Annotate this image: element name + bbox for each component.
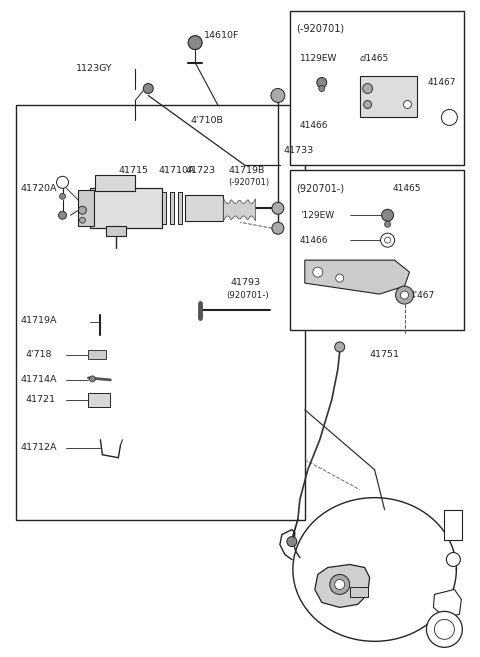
Bar xyxy=(290,170,464,330)
Bar xyxy=(444,510,462,539)
Circle shape xyxy=(144,83,153,93)
Circle shape xyxy=(336,274,344,282)
Circle shape xyxy=(287,537,297,547)
Text: 1129EW: 1129EW xyxy=(300,54,337,63)
Circle shape xyxy=(400,291,408,299)
Text: 4'467: 4'467 xyxy=(409,290,435,300)
Text: 14610F: 14610F xyxy=(204,31,240,40)
Bar xyxy=(178,193,182,224)
Bar xyxy=(88,393,110,407)
Text: 41719A: 41719A xyxy=(21,315,57,325)
Circle shape xyxy=(330,574,350,595)
Circle shape xyxy=(89,376,96,382)
Bar xyxy=(185,195,223,221)
Circle shape xyxy=(60,193,65,199)
Text: 41466: 41466 xyxy=(300,121,328,130)
Circle shape xyxy=(272,222,284,234)
Text: ⅆ1465: ⅆ1465 xyxy=(360,54,389,63)
Text: (920701-): (920701-) xyxy=(296,183,344,193)
Text: 41719B: 41719B xyxy=(228,166,264,175)
Text: 41466: 41466 xyxy=(300,236,328,244)
Circle shape xyxy=(446,553,460,566)
Text: 41467: 41467 xyxy=(428,78,456,87)
Circle shape xyxy=(272,202,284,214)
Text: '129EW: '129EW xyxy=(300,211,334,219)
Text: (-920701): (-920701) xyxy=(228,178,269,187)
Circle shape xyxy=(384,237,391,243)
Bar xyxy=(162,193,166,224)
Text: 1123GY: 1123GY xyxy=(75,64,112,73)
Bar xyxy=(290,11,464,166)
Circle shape xyxy=(319,85,325,91)
Circle shape xyxy=(80,217,85,223)
Polygon shape xyxy=(315,564,370,608)
Bar xyxy=(90,189,162,228)
Polygon shape xyxy=(305,260,409,294)
Circle shape xyxy=(404,101,411,108)
Text: 41712A: 41712A xyxy=(21,443,57,452)
Text: 41710A: 41710A xyxy=(158,166,195,175)
Text: 4'710B: 4'710B xyxy=(190,116,223,125)
Polygon shape xyxy=(433,589,461,618)
Circle shape xyxy=(426,612,462,647)
Bar xyxy=(96,175,135,191)
Bar xyxy=(170,193,174,224)
Circle shape xyxy=(396,286,413,304)
Bar xyxy=(107,226,126,237)
Text: 41733: 41733 xyxy=(284,146,314,155)
Bar xyxy=(350,587,368,597)
Text: 41714A: 41714A xyxy=(21,375,57,384)
Circle shape xyxy=(57,176,69,189)
Circle shape xyxy=(382,209,394,221)
Bar xyxy=(88,350,107,359)
Bar xyxy=(360,76,418,118)
Bar xyxy=(16,106,305,520)
Text: (-920701): (-920701) xyxy=(296,24,344,34)
Circle shape xyxy=(188,35,202,49)
Text: 41751: 41751 xyxy=(370,350,400,359)
Text: (920701-): (920701-) xyxy=(226,290,269,300)
Circle shape xyxy=(335,342,345,352)
Circle shape xyxy=(384,221,391,227)
Text: 4'718: 4'718 xyxy=(25,350,52,359)
Circle shape xyxy=(442,110,457,125)
Circle shape xyxy=(381,233,395,247)
Text: 41715: 41715 xyxy=(119,166,148,175)
Text: 41720A: 41720A xyxy=(21,184,57,193)
Circle shape xyxy=(59,212,67,219)
Circle shape xyxy=(363,83,372,93)
Circle shape xyxy=(434,620,455,639)
Text: 41723: 41723 xyxy=(185,166,216,175)
Circle shape xyxy=(78,206,86,214)
Text: 41465: 41465 xyxy=(393,184,421,193)
Circle shape xyxy=(313,267,323,277)
Text: 41721: 41721 xyxy=(25,396,56,404)
Circle shape xyxy=(364,101,372,108)
Text: 41793: 41793 xyxy=(230,278,260,286)
Circle shape xyxy=(317,78,327,87)
Bar xyxy=(78,191,95,226)
Circle shape xyxy=(271,89,285,102)
Circle shape xyxy=(335,579,345,589)
